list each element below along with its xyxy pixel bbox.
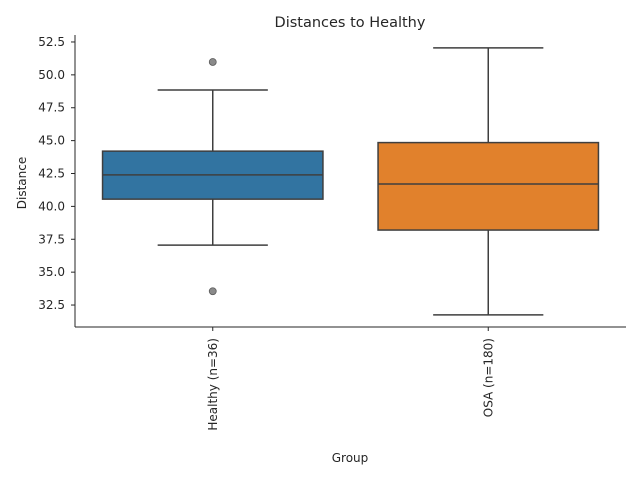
y-tick-label: 40.0 bbox=[38, 199, 65, 213]
chart-title: Distances to Healthy bbox=[275, 15, 426, 31]
outlier-point bbox=[208, 287, 217, 296]
y-tick-label: 42.5 bbox=[38, 167, 65, 181]
y-tick-label: 32.5 bbox=[38, 298, 65, 312]
y-tick-label: 47.5 bbox=[38, 101, 65, 115]
y-tick-label: 50.0 bbox=[38, 68, 65, 82]
y-tick-label: 37.5 bbox=[38, 232, 65, 246]
box-iqr bbox=[377, 141, 600, 231]
y-ticks: 32.5 35.0 37.5 40.0 42.5 45.0 47.5 50.0 52.5 bbox=[38, 35, 75, 312]
y-axis-label: Distance bbox=[15, 157, 29, 209]
x-axis-label: Group bbox=[332, 451, 369, 465]
box-group-0 bbox=[101, 58, 324, 296]
x-tick-label: Healthy (n=36) bbox=[206, 338, 220, 431]
box-group-1 bbox=[377, 47, 600, 316]
plot-area bbox=[101, 47, 600, 316]
y-tick-label: 35.0 bbox=[38, 265, 65, 279]
outlier-point bbox=[208, 58, 217, 66]
y-tick-label: 45.0 bbox=[38, 134, 65, 148]
x-tick-label: OSA (n=180) bbox=[481, 338, 495, 417]
x-ticks: Healthy (n=36) OSA (n=180) bbox=[206, 327, 495, 431]
y-tick-label: 52.5 bbox=[38, 35, 65, 49]
